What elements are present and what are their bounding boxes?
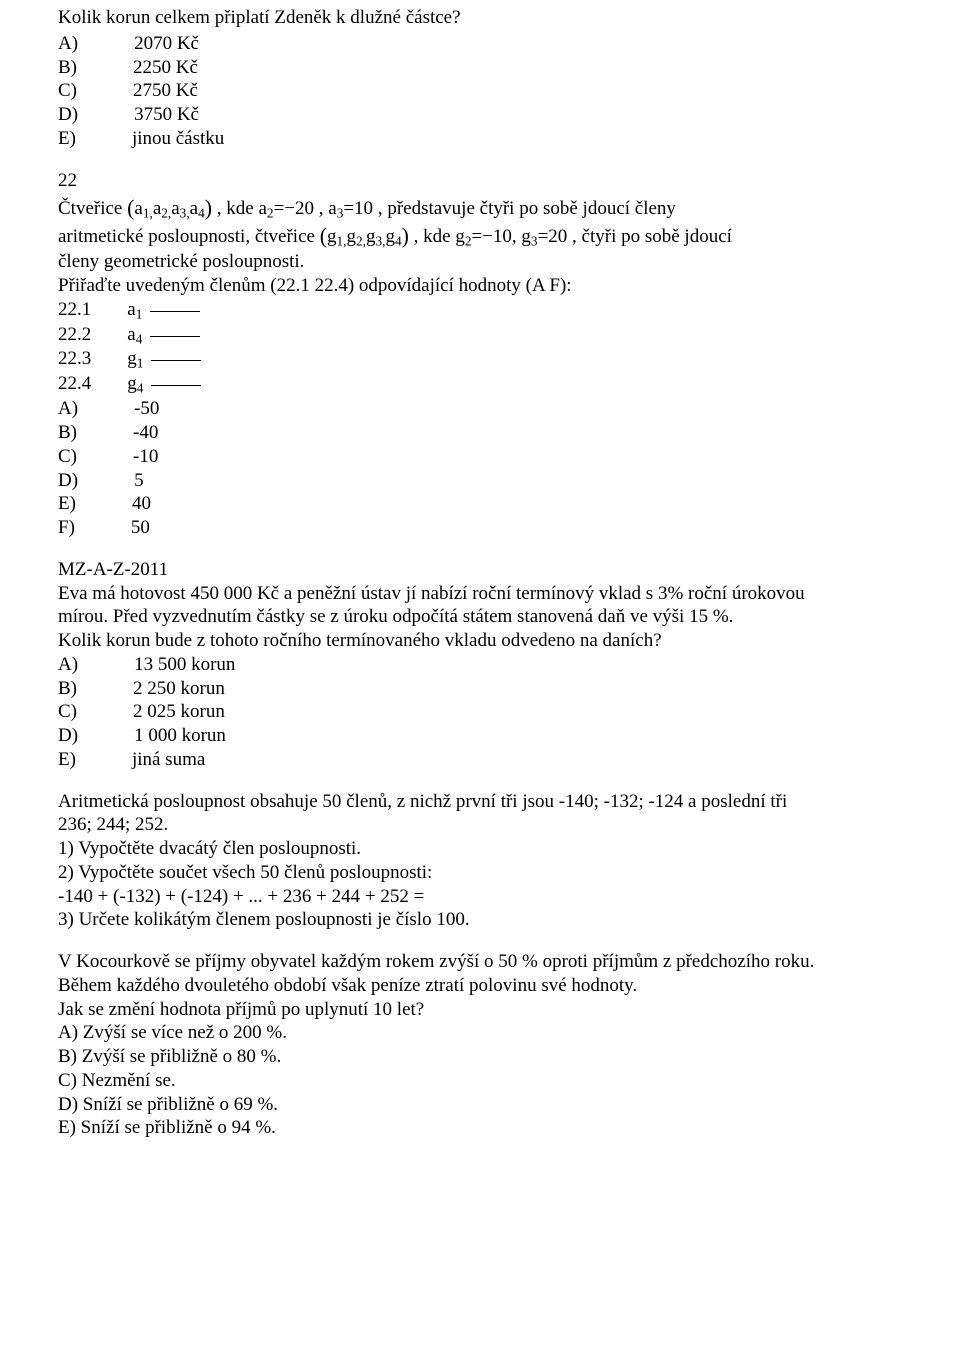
q22-opt-d: D)5 [58,469,920,493]
koc-oD: D) Sníží se přibližně o 69 %. [58,1093,920,1117]
q22-opt-a: A)-50 [58,397,920,421]
page: Kolik korun celkem připlatí Zdeněk k dlu… [0,0,960,1180]
q22-opt-e: E)40 [58,492,920,516]
q22-item-3: 22.3g1 [58,347,920,372]
q22-l1-c: , představuje čtyři po sobě jdoucí členy [378,198,676,219]
blank-line [150,311,200,312]
mz-opt-c: C)2 025 korun [58,700,920,724]
arit-l4: 2) Vypočtěte součet všech 50 členů poslo… [58,861,920,885]
mz-opt-b: B)2 250 korun [58,677,920,701]
q22-opt-c: C)-10 [58,445,920,469]
cond-a3: a3=10 [328,198,373,219]
label-b: B) [58,57,77,78]
q22-line3: členy geometrické posloupnosti. [58,250,920,274]
q22-number: 22 [58,169,920,193]
q22-l1-b: , kde [217,198,259,219]
q22-opt-b: B)-40 [58,421,920,445]
tuple-g: (g1,g2,g3,g4) [320,226,409,247]
arit-l6: 3) Určete kolikátým členem posloupnosti … [58,908,920,932]
blank-line [151,360,201,361]
koc-oB: B) Zvýší se přibližně o 80 %. [58,1045,920,1069]
mz-opt-d: D)1 000 korun [58,724,920,748]
label-c: C) [58,80,77,101]
q1-opt-c: C) 2750 Kč [58,79,920,103]
cond-g2: g2=−10, [455,226,516,247]
label-e: E) [58,128,76,149]
koc-l2: Během každého dvouletého období však pen… [58,974,920,998]
q1-opt-e: E) jinou částku [58,127,920,151]
mz-l1: Eva má hotovost 450 000 Kč a peněžní úst… [58,582,920,606]
q1-d-text: 3750 Kč [134,104,199,125]
q22-item-1: 22.1a1 [58,298,920,323]
mz-l2: mírou. Před vyzvednutím částky se z úrok… [58,605,920,629]
arit-l1: Aritmetická posloupnost obsahuje 50 člen… [58,790,920,814]
cond-g3: g3=20 [521,226,567,247]
q22-line1: Čtveřice (a1,a2,a3,a4) , kde a2=−20 , a3… [58,194,920,222]
sep1: , [319,198,329,219]
arit-l5: -140 + (-132) + (-124) + ... + 236 + 244… [58,885,920,909]
q22-l2-a: aritmetické posloupnosti, čtveřice [58,226,320,247]
q1-a-text: 2070 Kč [134,33,199,54]
mz-l3: Kolik korun bude z tohoto ročního termín… [58,629,920,653]
mz-opt-a: A)13 500 korun [58,653,920,677]
q22-l1-a: Čtveřice [58,198,127,219]
q1-c-text: 2750 Kč [133,80,198,101]
q1-opt-b: B) 2250 Kč [58,56,920,80]
q1-b-text: 2250 Kč [133,57,198,78]
q1-opt-a: A) 2070 Kč [58,32,920,56]
arit-l2: 236; 244; 252. [58,813,920,837]
koc-oC: C) Nezmění se. [58,1069,920,1093]
q1-prompt: Kolik korun celkem připlatí Zdeněk k dlu… [58,6,920,30]
q22-opt-f: F)50 [58,516,920,540]
q22-line2: aritmetické posloupnosti, čtveřice (g1,g… [58,222,920,250]
q22-l2-c: , čtyři po sobě jdoucí [572,226,732,247]
q22-line4: Přiřaďte uvedeným členům (22.1 22.4) odp… [58,274,920,298]
mz-header: MZ-A-Z-2011 [58,558,920,582]
q22-item-4: 22.4g4 [58,372,920,397]
koc-l3: Jak se změní hodnota příjmů po uplynutí … [58,998,920,1022]
koc-l1: V Kocourkově se příjmy obyvatel každým r… [58,950,920,974]
arit-l3: 1) Vypočtěte dvacátý člen posloupnosti. [58,837,920,861]
blank-line [151,385,201,386]
blank-line [150,336,200,337]
q22-l2-b: , kde [414,226,456,247]
q1-opt-d: D) 3750 Kč [58,103,920,127]
tuple-a: (a1,a2,a3,a4) [127,198,212,219]
q22-item-2: 22.2a4 [58,323,920,348]
koc-oA: A) Zvýší se více než o 200 %. [58,1021,920,1045]
cond-a2: a2=−20 [258,198,314,219]
q1-e-text: jinou částku [132,128,224,149]
koc-oE: E) Sníží se přibližně o 94 %. [58,1116,920,1140]
label-a: A) [58,33,78,54]
label-d: D) [58,104,78,125]
mz-opt-e: E)jiná suma [58,748,920,772]
